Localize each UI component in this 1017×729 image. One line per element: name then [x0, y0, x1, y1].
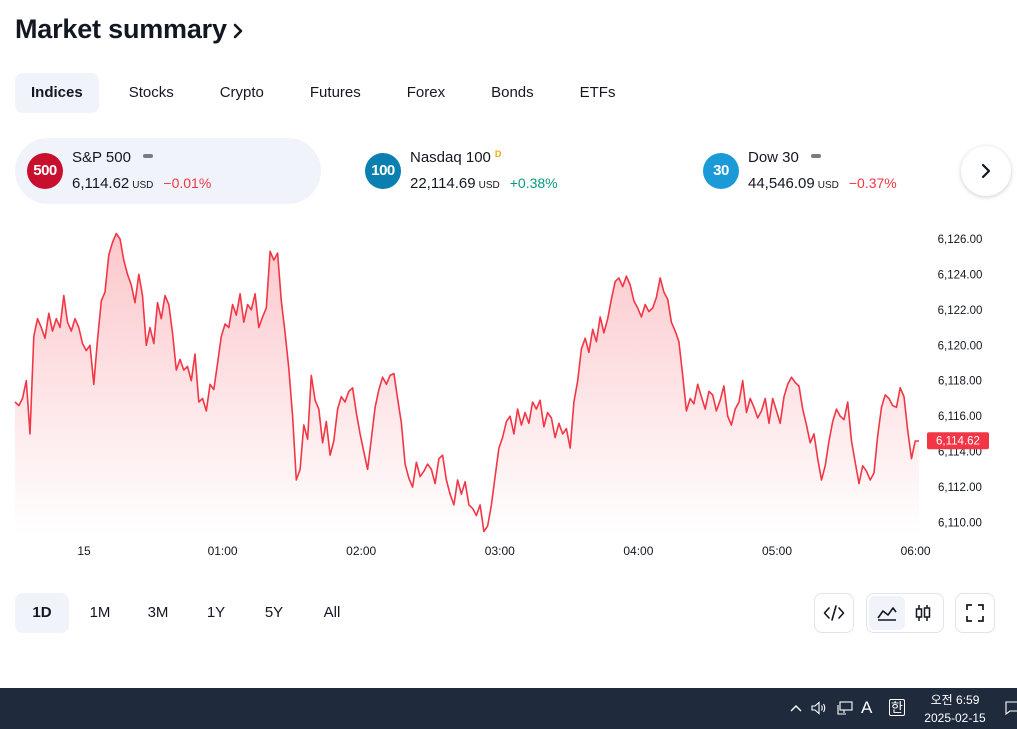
ticker-name: Nasdaq 100	[410, 149, 491, 166]
y-tick-label: 6,112.00	[938, 482, 982, 494]
ticker-price: 22,114.69	[410, 175, 476, 192]
network-icon[interactable]	[837, 701, 853, 715]
market-closed-icon	[811, 154, 822, 159]
tab-futures[interactable]: Futures	[309, 84, 361, 101]
y-tick-label: 6,118.00	[938, 376, 982, 388]
price-chart[interactable]: 6,126.00 6,124.00 6,122.00 6,120.00 6,118.00…	[0, 230, 1017, 565]
last-price-marker: 6,114.62	[927, 432, 989, 450]
speaker-icon[interactable]	[811, 701, 827, 715]
candles-style-button[interactable]	[905, 596, 941, 630]
y-tick-label: 6,122.00	[938, 305, 983, 317]
price-area-fill	[15, 233, 919, 535]
ticker-currency: USD	[478, 180, 500, 191]
ticker-logo-nasdaq100: 100	[365, 153, 401, 189]
ticker-price: 44,546.09	[748, 175, 815, 192]
page-title: Market summary	[15, 14, 227, 44]
clock-date: 2025-02-15	[924, 711, 986, 725]
y-tick-label: 6,126.00	[938, 234, 983, 246]
time-range-selector: 1D 1M 3M 1Y 5Y All	[15, 593, 363, 633]
fullscreen-button[interactable]	[955, 593, 995, 633]
taskbar-clock[interactable]: 오전 6:59 2025-02-15	[915, 691, 995, 727]
x-axis: 15 01:00 02:00 03:00 04:00 05:00 06:00	[77, 544, 931, 558]
delayed-data-icon: D	[494, 149, 502, 159]
candlestick-icon	[915, 605, 931, 621]
last-price-box	[927, 432, 989, 450]
area-style-button[interactable]	[869, 596, 905, 630]
x-tick-label: 02:00	[346, 544, 376, 558]
y-tick-label: 6,124.00	[938, 269, 983, 281]
y-tick-label: 6,114.00	[938, 447, 982, 459]
ticker-name: Dow 30	[748, 149, 799, 166]
ticker-change: −0.01%	[163, 175, 212, 191]
chart-style-toggle	[866, 593, 944, 633]
ticker-strip: 500 S&P 500 6,114.62 USD −0.01% 100 Nasdaq…	[15, 138, 1017, 204]
x-tick-label: 04:00	[623, 544, 653, 558]
tab-stocks[interactable]: Stocks	[128, 84, 174, 101]
tab-etfs[interactable]: ETFs	[579, 84, 616, 101]
chevron-right-icon	[981, 163, 991, 179]
tab-forex[interactable]: Forex	[406, 84, 446, 101]
fullscreen-icon	[966, 604, 984, 622]
ticker-name: S&P 500	[72, 149, 131, 166]
range-all[interactable]: All	[323, 604, 341, 621]
ticker-currency: USD	[132, 180, 154, 191]
ime-mode-indicator[interactable]: A	[861, 698, 873, 717]
ticker-logo-dow30: 30	[703, 153, 739, 189]
x-tick-label: 05:00	[762, 544, 792, 558]
y-tick-label: 6,120.00	[938, 340, 983, 352]
category-tabs: Indices Stocks Crypto Futures Forex Bond…	[15, 73, 645, 113]
ticker-card-sp500[interactable]: 500 S&P 500 6,114.62 USD −0.01%	[15, 138, 321, 204]
embed-button[interactable]	[814, 593, 854, 633]
ticker-card-dow30[interactable]: 30 Dow 30 44,546.09 USD −0.37%	[691, 138, 997, 204]
x-tick-label: 03:00	[485, 544, 515, 558]
x-tick-label: 06:00	[901, 544, 931, 558]
range-1y[interactable]: 1Y	[206, 604, 226, 621]
area-chart-icon	[877, 607, 897, 621]
price-line	[14, 232, 919, 533]
next-tickers-button[interactable]	[961, 146, 1011, 196]
y-tick-label: 6,116.00	[938, 411, 982, 423]
ime-language-indicator[interactable]: 한	[889, 699, 905, 716]
range-1m[interactable]: 1M	[89, 604, 111, 621]
notification-icon[interactable]	[1005, 701, 1017, 715]
ticker-currency: USD	[817, 180, 839, 191]
ticker-logo-sp500: 500	[27, 153, 63, 189]
range-5y[interactable]: 5Y	[264, 604, 284, 621]
ticker-change: −0.37%	[848, 175, 897, 191]
code-icon	[823, 605, 845, 621]
chevron-right-icon	[233, 23, 243, 39]
range-3m[interactable]: 3M	[147, 604, 169, 621]
market-closed-icon	[143, 154, 154, 159]
ticker-change: +0.38%	[509, 175, 558, 191]
tab-crypto[interactable]: Crypto	[219, 84, 264, 101]
windows-taskbar: A 한 오전 6:59 2025-02-15	[0, 688, 1017, 729]
y-axis: 6,126.00 6,124.00 6,122.00 6,120.00 6,118.00…	[938, 234, 983, 530]
last-price-label: 6,114.62	[936, 436, 980, 448]
chevron-up-icon[interactable]	[790, 703, 802, 713]
tab-indices[interactable]: Indices	[15, 73, 99, 113]
x-tick-label: 15	[77, 544, 91, 558]
clock-time: 오전 6:59	[930, 693, 980, 707]
range-1d[interactable]: 1D	[15, 593, 69, 633]
y-tick-label: 6,110.00	[938, 518, 982, 530]
market-summary-title[interactable]: Market summary	[15, 14, 244, 45]
tab-bonds[interactable]: Bonds	[491, 84, 534, 101]
x-tick-label: 01:00	[208, 544, 238, 558]
ticker-price: 6,114.62	[72, 175, 130, 192]
ticker-card-nasdaq100[interactable]: 100 Nasdaq 100 D 22,114.69 USD +0.38%	[353, 138, 659, 204]
